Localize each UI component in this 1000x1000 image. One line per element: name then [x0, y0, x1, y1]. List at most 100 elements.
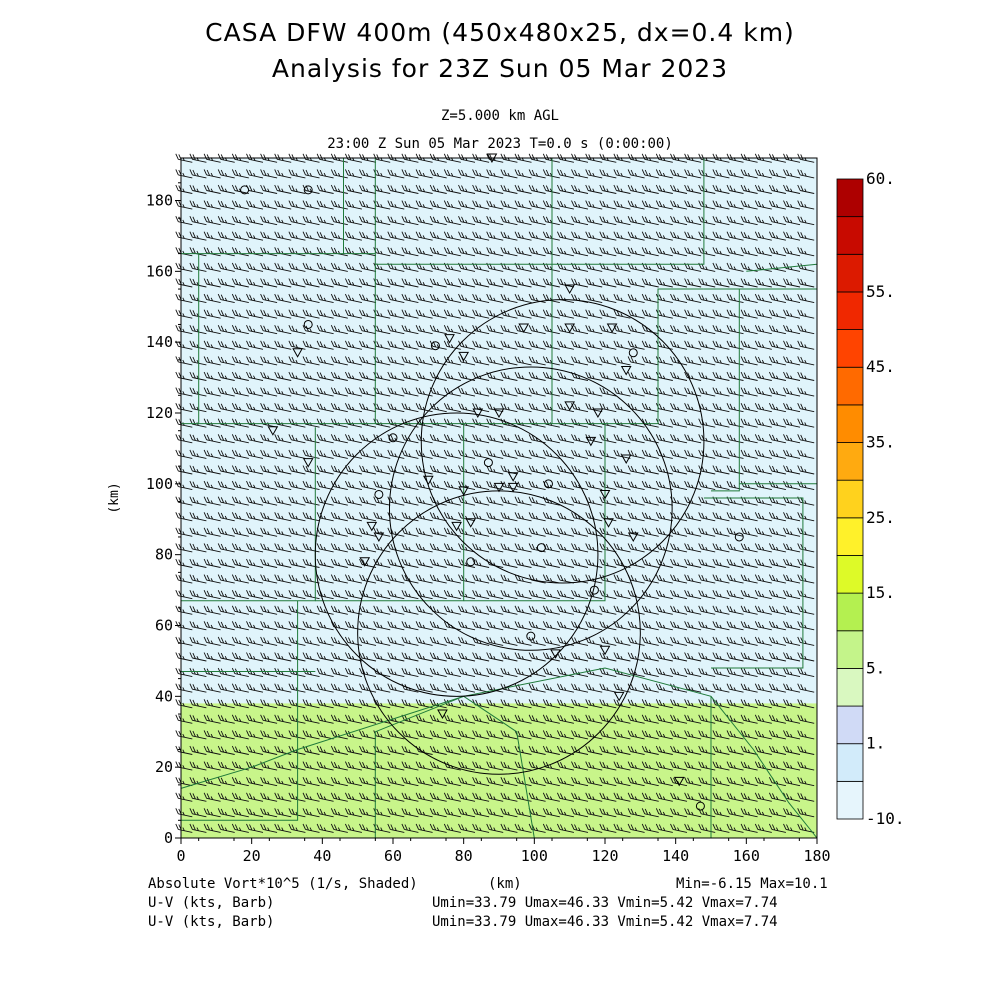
- station-triangle-6: [564, 323, 576, 334]
- barb-field-label: U-V (kts, Barb): [148, 895, 275, 911]
- colorbar-label-0: -10.: [866, 809, 905, 828]
- station-circle-10: [430, 341, 440, 351]
- station-triangle-7: [606, 323, 618, 334]
- station-circle-2: [303, 185, 313, 195]
- valid-time-label: 23:00 Z Sun 05 Mar 2023 T=0.0 s (0:00:00…: [327, 136, 673, 152]
- x-tick-label-2: 40: [313, 847, 331, 865]
- x-tick-label-7: 140: [662, 847, 689, 865]
- station-triangle-34: [465, 518, 477, 528]
- y-tick-label-7: 140: [146, 333, 173, 351]
- shaded-field-label: Absolute Vort*10^5 (1/s, Shaded): [148, 876, 418, 892]
- station-circle-26: [543, 479, 553, 489]
- station-triangle-27: [458, 486, 470, 496]
- station-circle-19: [388, 433, 398, 443]
- chart-subtitle: Analysis for 23Z Sun 05 Mar 2023: [271, 54, 729, 83]
- barb-field-label-2: U-V (kts, Barb): [148, 914, 275, 930]
- station-triangle-33: [451, 521, 462, 532]
- wind-barb-field: [175, 153, 815, 833]
- chart-title: CASA DFW 400m (450x480x25, dx=0.4 km): [205, 18, 795, 47]
- county-line-22: [746, 263, 818, 272]
- y-axis-label: (km): [107, 482, 122, 513]
- station-triangle-44: [550, 649, 561, 659]
- vorticity-shading: [181, 158, 817, 838]
- colorbar-label-7: 55.: [866, 282, 895, 301]
- range-ring-3: [388, 366, 673, 651]
- station-triangle-11: [458, 351, 470, 362]
- barb-stats-label: Umin=33.79 Umax=46.33 Vmin=5.42 Vmax=7.7…: [432, 895, 778, 911]
- station-triangle-37: [627, 532, 639, 542]
- plot-frame: [180, 157, 818, 839]
- station-circle-4: [303, 319, 313, 329]
- y-tick-label-4: 80: [155, 546, 173, 564]
- station-circle-42: [589, 585, 599, 595]
- colorbar-bin-11: [836, 366, 864, 406]
- colorbar-label-5: 35.: [866, 433, 895, 452]
- y-tick-label-3: 60: [155, 617, 173, 635]
- station-triangle-40: [359, 557, 371, 567]
- y-tick-label-9: 180: [146, 192, 173, 210]
- county-line-3: [552, 158, 705, 265]
- station-triangle-15: [493, 408, 505, 419]
- county-line-17: [703, 497, 804, 669]
- station-triangle-35: [603, 518, 614, 528]
- station-circle-38: [734, 532, 744, 542]
- colorbar-bin-9: [836, 442, 864, 481]
- station-triangle-21: [302, 458, 314, 468]
- y-tick-label-8: 160: [146, 262, 173, 280]
- station-triangle-46: [613, 691, 625, 702]
- y-tick-label-0: 0: [164, 829, 173, 847]
- colorbar-bin-16: [836, 178, 864, 218]
- station-triangle-3: [564, 284, 576, 295]
- x-tick-label-3: 60: [384, 847, 402, 865]
- range-ring-2: [420, 299, 705, 584]
- wind-barbs: [175, 153, 815, 833]
- y-tick-label-6: 120: [146, 404, 173, 422]
- axis-ticks: 0 20 40 60 80 100 120 140 160 180 0 20 40 60 80 100 120 1…: [146, 182, 831, 865]
- colorbar-bin-6: [836, 555, 864, 594]
- station-triangle-31: [599, 489, 611, 500]
- colorbar-bin-14: [836, 253, 864, 293]
- county-line-11: [463, 423, 606, 602]
- station-triangle-13: [620, 366, 632, 376]
- station-circle-30: [374, 489, 384, 499]
- station-circle-49: [695, 801, 705, 811]
- x-tick-label-8: 160: [733, 847, 760, 865]
- station-triangle-47: [437, 709, 448, 720]
- station-triangle-25: [507, 472, 519, 482]
- shaded-region-0: [181, 158, 817, 704]
- radar-range-rings: [314, 299, 705, 775]
- county-line-13: [181, 600, 299, 821]
- colorbar-label-6: 45.: [866, 357, 895, 376]
- colorbar-bin-2: [836, 705, 864, 745]
- station-triangle-8: [292, 348, 303, 358]
- colorbar-bin-3: [836, 668, 864, 707]
- barb-stats-label-2: Umin=33.79 Umax=46.33 Vmin=5.42 Vmax=7.7…: [432, 914, 778, 930]
- minmax-label: Min=-6.15 Max=10.1: [676, 876, 828, 892]
- colorbar-bin-12: [836, 329, 864, 368]
- colorbar-label-3: 15.: [866, 583, 895, 602]
- x-axis-label: (km): [488, 876, 522, 892]
- county-line-19: [374, 695, 464, 838]
- level-label: Z=5.000 km AGL: [440, 108, 559, 124]
- station-circle-39: [536, 543, 546, 553]
- county-line-18: [180, 749, 298, 789]
- station-triangle-28: [493, 482, 505, 493]
- county-line-15: [711, 289, 740, 492]
- station-triangle-14: [472, 408, 484, 419]
- colorbar-bin-5: [836, 592, 864, 632]
- station-triangle-20: [585, 436, 597, 447]
- station-markers: [240, 153, 744, 811]
- colorbar-label-1: 1.: [866, 734, 885, 753]
- y-tick-label-2: 40: [155, 687, 173, 705]
- station-triangle-24: [422, 475, 434, 486]
- station-triangle-32: [366, 521, 378, 532]
- station-triangle-18: [267, 426, 279, 436]
- station-circle-1: [240, 185, 250, 195]
- station-triangle-45: [599, 645, 611, 656]
- colorbar-label-4: 25.: [866, 508, 895, 527]
- colorbar-bin-4: [836, 630, 864, 669]
- x-tick-label-4: 80: [455, 847, 473, 865]
- station-triangle-17: [592, 408, 604, 419]
- colorbar-bin-8: [836, 479, 864, 519]
- colorbar-bin-7: [836, 517, 864, 556]
